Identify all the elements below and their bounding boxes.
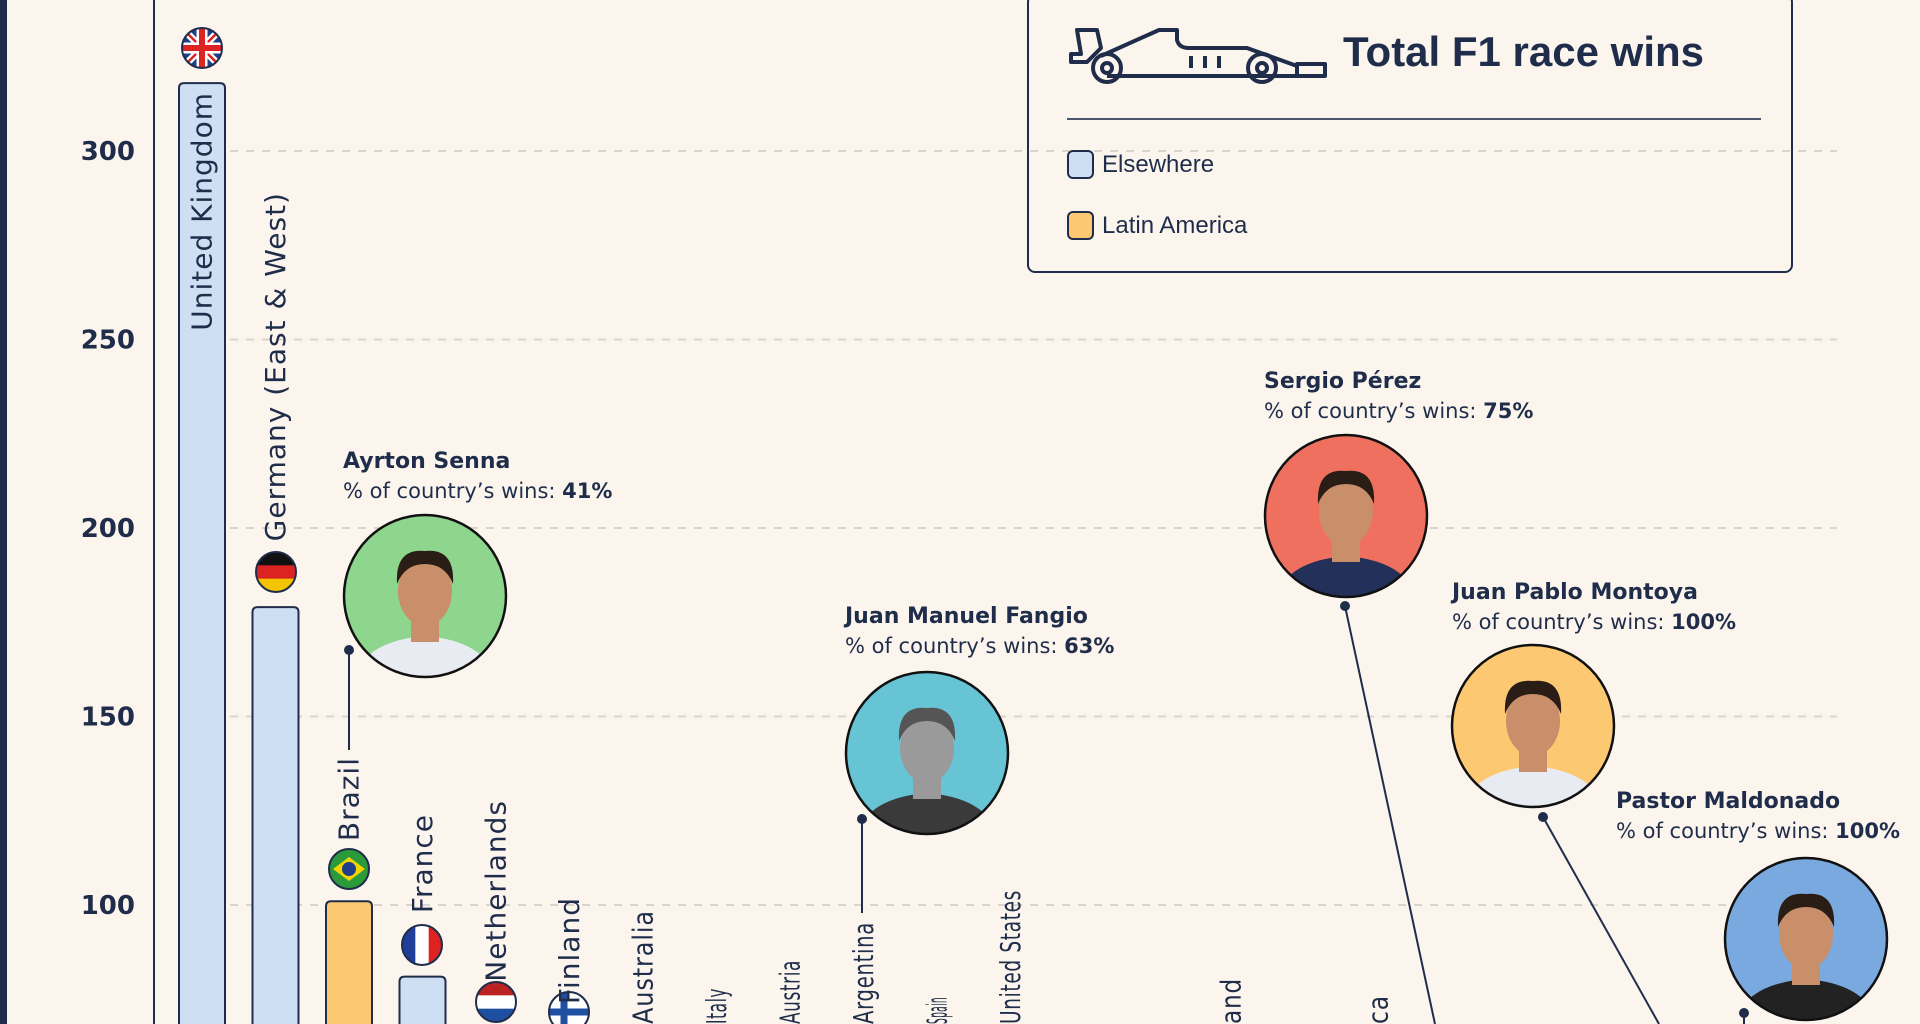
driver-share: % of country’s wins: 63%: [845, 634, 1114, 658]
driver-name: Ayrton Senna: [343, 449, 510, 474]
driver-share: % of country’s wins: 100%: [1452, 610, 1736, 634]
category-label: Italy: [700, 988, 733, 1024]
share-label: % of country’s wins:: [1264, 399, 1483, 423]
bar: [178, 82, 226, 1024]
share-label: % of country’s wins:: [1452, 610, 1671, 634]
legend: Total F1 race wins Elsewhere Latin Ameri…: [1027, 0, 1793, 273]
category-label: France: [406, 814, 439, 913]
driver-name: Juan Pablo Montoya: [1450, 580, 1698, 605]
driver-annotation: Sergio Pérez % of country’s wins: 75%: [1263, 369, 1533, 1024]
finland-flag-icon: [548, 991, 590, 1024]
share-value: 63%: [1064, 634, 1114, 658]
category-label: and: [1215, 978, 1248, 1024]
bar: [325, 900, 373, 1024]
chart-title: Total F1 race wins: [1343, 28, 1704, 75]
category-label: Austria: [774, 960, 807, 1024]
share-label: % of country’s wins:: [343, 479, 562, 503]
driver-annotation: Ayrton Senna % of country’s wins: 41%: [342, 449, 612, 750]
category-label: United Kingdom: [186, 92, 219, 331]
category-label: Brazil: [333, 757, 366, 841]
category-label: ca: [1362, 995, 1395, 1024]
driver-portrait: [1263, 433, 1429, 599]
driver-share: % of country’s wins: 75%: [1264, 399, 1533, 423]
legend-item-elsewhere: Elsewhere: [1067, 150, 1214, 179]
connector-line: [1344, 605, 1436, 1024]
driver-annotation: Juan Pablo Montoya % of country’s wins: 1…: [1450, 580, 1736, 1024]
driver-annotation: Juan Manuel Fangio % of country’s wins: 6…: [843, 604, 1114, 913]
share-label: % of country’s wins:: [1616, 819, 1835, 843]
driver-portrait: [1450, 643, 1616, 809]
share-label: % of country’s wins:: [845, 634, 1064, 658]
netherlands-flag-icon: [475, 981, 517, 1023]
legend-item-latin-america: Latin America: [1067, 211, 1247, 240]
legend-swatch-elsewhere: [1067, 150, 1094, 179]
category-label: Spain: [921, 997, 954, 1024]
connector-line: [1542, 816, 1660, 1024]
bar: [398, 975, 447, 1024]
france-flag-icon: [401, 924, 443, 966]
category-label: Australia: [627, 910, 660, 1024]
connector-dot: [857, 814, 867, 824]
share-value: 100%: [1671, 610, 1736, 634]
category-label: United States: [994, 890, 1027, 1024]
united-kingdom-flag-icon: [181, 27, 223, 69]
bar: [251, 606, 300, 1024]
y-tick-label: 250: [81, 326, 135, 356]
legend-label: Elsewhere: [1102, 150, 1215, 178]
share-value: 100%: [1835, 819, 1900, 843]
f1-car-icon: [1069, 28, 1327, 84]
category-label: Finland: [553, 897, 586, 1004]
driver-name: Juan Manuel Fangio: [843, 604, 1088, 629]
category-label: Germany (East & West): [259, 192, 292, 541]
share-value: 41%: [562, 479, 612, 503]
share-value: 75%: [1483, 399, 1533, 423]
connector-dot: [1739, 1008, 1749, 1018]
left-border: [0, 0, 7, 1024]
driver-name: Pastor Maldonado: [1616, 789, 1840, 814]
driver-share: % of country’s wins: 100%: [1616, 819, 1900, 843]
y-tick-label: 100: [81, 891, 135, 921]
legend-divider: [1067, 118, 1761, 120]
connector-dot: [1340, 601, 1350, 611]
y-tick-label: 200: [81, 514, 135, 544]
legend-swatch-latin-america: [1067, 211, 1094, 240]
connector-dot: [344, 645, 354, 655]
brazil-flag-icon: [328, 848, 370, 890]
connector-dot: [1538, 812, 1548, 822]
germany-flag-icon: [255, 551, 297, 593]
driver-name: Sergio Pérez: [1264, 369, 1421, 394]
y-tick-label: 300: [81, 137, 135, 167]
driver-portrait: [844, 670, 1010, 836]
category-label: Netherlands: [480, 800, 513, 982]
category-label: Argentina: [847, 922, 880, 1024]
legend-label: Latin America: [1102, 211, 1248, 239]
driver-portrait: [342, 513, 508, 679]
driver-share: % of country’s wins: 41%: [343, 479, 612, 503]
driver-portrait: [1723, 856, 1889, 1022]
y-tick-label: 150: [81, 703, 135, 733]
driver-annotation: Pastor Maldonado % of country’s wins: 100…: [1616, 789, 1900, 1024]
